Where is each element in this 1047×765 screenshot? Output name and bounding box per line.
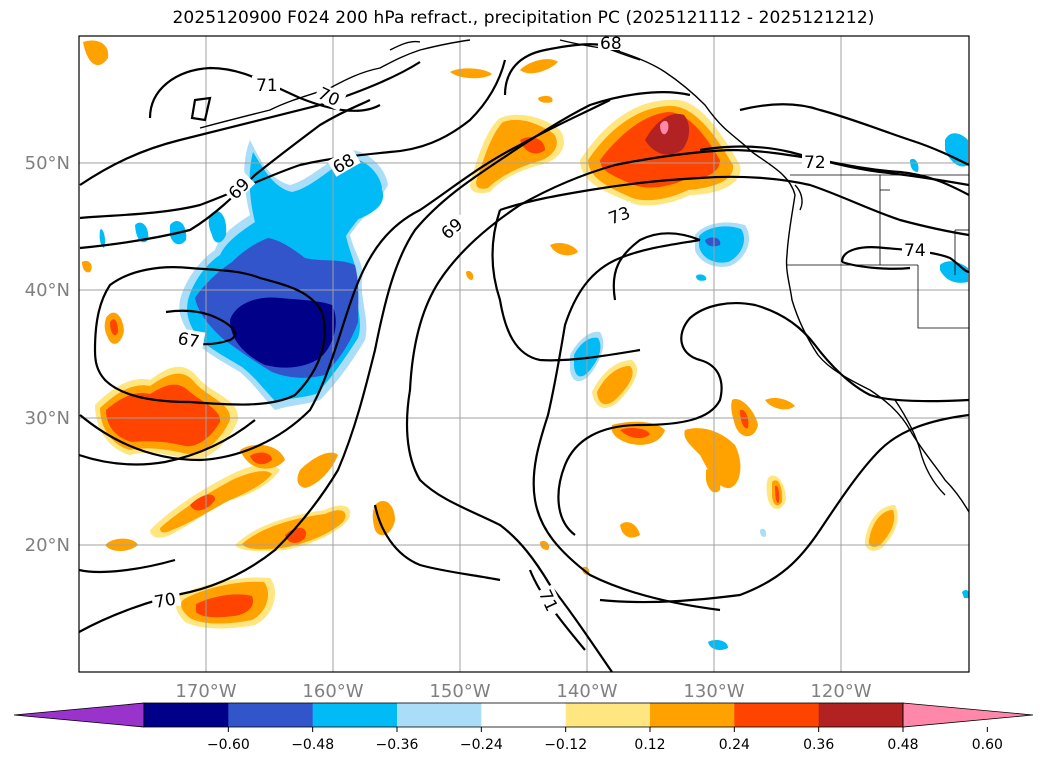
colorbar-tick-label: −0.24 [460, 737, 503, 753]
colorbar-ticks: −0.60 −0.48 −0.36 −0.24 −0.12 0.12 0.24 0.36 0.4… [207, 727, 1003, 753]
lon-label: 140°W [556, 681, 617, 702]
contour-label: 72 [804, 153, 826, 173]
colorbar-segment [818, 703, 904, 727]
contour-label: 68 [600, 34, 622, 54]
colorbar-outline [143, 702, 904, 728]
lon-label: 130°W [683, 681, 744, 702]
political-borders [787, 174, 969, 329]
lat-label: 50°N [25, 153, 70, 174]
contour-label: 67 [176, 329, 201, 352]
colorbar-segment [650, 703, 735, 727]
lon-label: 170°W [175, 681, 236, 702]
colorbar-extend-low [13, 702, 145, 728]
colorbar-tick-label: 0.48 [887, 737, 918, 753]
colorbar-segment [228, 703, 314, 727]
colorbar-segment [397, 703, 482, 727]
lat-label: 30°N [25, 408, 70, 429]
colorbar-tick-label: 0.12 [634, 737, 665, 753]
contour-label: 71 [256, 76, 278, 96]
coastlines [199, 39, 969, 513]
map-border [78, 35, 970, 673]
colorbar-tick-label: −0.48 [291, 737, 334, 753]
lon-label: 120°W [810, 681, 871, 702]
colorbar-tick-label: 0.60 [972, 737, 1003, 753]
latitude-labels: 50°N 40°N 30°N 20°N [25, 153, 70, 556]
lon-label: 150°W [429, 681, 490, 702]
colorbar [13, 702, 1034, 728]
colorbar-tick-label: −0.60 [207, 737, 250, 753]
colorbar-tick-label: −0.12 [544, 737, 587, 753]
map-title: 2025120900 F024 200 hPa refract., precip… [172, 8, 875, 28]
colorbar-segment [565, 703, 651, 727]
colorbar-tick-label: 0.24 [719, 737, 750, 753]
colorbar-tick-label: −0.36 [376, 737, 419, 753]
contour-labels: 71 70 68 68 69 67 69 72 73 74 70 71 [150, 34, 930, 618]
contour-label: 70 [153, 589, 178, 612]
colorbar-extend-high [902, 702, 1034, 728]
colorbar-segment [481, 703, 567, 727]
lat-label: 40°N [25, 280, 70, 301]
longitude-labels: 170°W 160°W 150°W 140°W 130°W 120°W [175, 681, 871, 702]
colorbar-segment [734, 703, 820, 727]
contour-label: 74 [904, 241, 926, 261]
colorbar-segment [144, 703, 229, 727]
lon-label: 160°W [302, 681, 363, 702]
refractivity-contours [79, 43, 969, 672]
colorbar-tick-label: 0.36 [803, 737, 834, 753]
lat-label: 20°N [25, 535, 70, 556]
colorbar-segment [312, 703, 398, 727]
